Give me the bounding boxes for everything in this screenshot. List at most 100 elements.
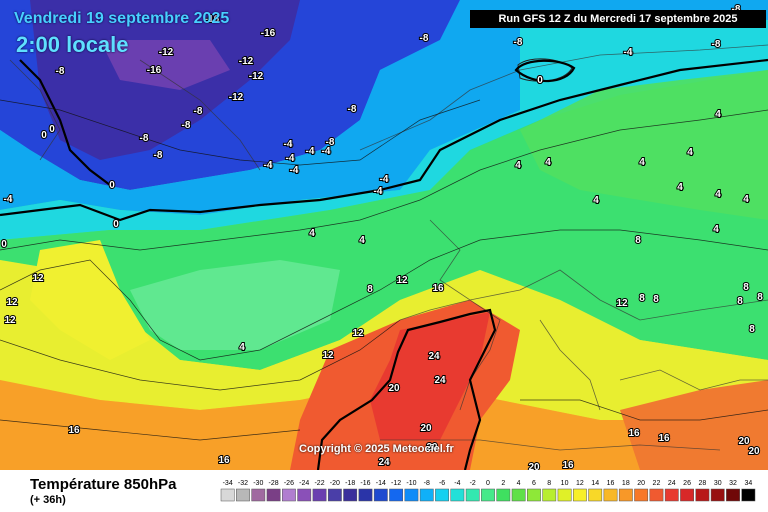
scale-color-swatch (511, 488, 526, 502)
scale-color-swatch (435, 488, 449, 502)
isotherms-thin (0, 99, 768, 441)
scale-color-swatch (572, 488, 587, 502)
isotherm-value-label: 4 (715, 189, 721, 200)
isotherm-value-label: -8 (56, 66, 65, 77)
isotherm-value-label: 8 (757, 292, 763, 303)
scale-tick-label: -2 (470, 480, 476, 487)
isotherm-value-label: 12 (396, 275, 408, 286)
scale-tick-label: 20 (637, 480, 645, 487)
isotherm-value-label: 24 (428, 351, 440, 362)
isotherm-value-label: 4 (639, 157, 645, 168)
scale-color-swatch (373, 488, 388, 502)
isotherm-value-label: -4 (624, 47, 633, 58)
scale-color-swatch (557, 488, 572, 502)
scale-color-swatch (236, 488, 250, 502)
scale-color-swatch (404, 488, 419, 502)
scale-color-swatch (465, 488, 480, 502)
isotherm-value-label: 8 (737, 296, 743, 307)
forecast-local-time: 2:00 locale (16, 32, 129, 57)
isotherms (0, 58, 768, 470)
isotherm-value-label: -4 (306, 146, 315, 157)
isotherm-value-label: 16 (432, 283, 444, 294)
scale-tick-label: 32 (729, 480, 737, 487)
isotherm-value-label: 20 (420, 423, 432, 434)
central-ocean-lightgreen (130, 260, 340, 350)
isotherm-value-label: 0 (113, 219, 119, 230)
isotherm-value-label: 4 (515, 160, 521, 171)
scale-tick-label: -16 (360, 480, 370, 487)
isotherm-value-label: -4 (322, 146, 331, 157)
isotherm-value-label: 16 (658, 433, 670, 444)
scale-color-swatch (680, 488, 694, 502)
scale-tick-label: 24 (668, 480, 676, 487)
isotherm-value-label: 16 (562, 460, 574, 470)
scale-tick-label: -4 (454, 480, 460, 487)
isotherm-value-label: 16 (68, 425, 80, 436)
isotherm-value-label: -16 (261, 28, 276, 39)
isotherm-value-label: -8 (514, 37, 523, 48)
isotherm-value-label: 20 (738, 436, 750, 447)
isotherm-20 (316, 308, 497, 470)
isotherm-value-label: 12 (322, 350, 334, 361)
scale-tick-label: -18 (345, 480, 355, 487)
scale-tick-label: -30 (253, 480, 263, 487)
scale-color-swatch (358, 488, 373, 502)
scale-color-swatch (588, 488, 603, 502)
isotherm-value-label: -12 (239, 56, 254, 67)
isotherm-value-label: -8 (182, 120, 191, 131)
scale-tick-label: -32 (238, 480, 248, 487)
isotherm-value-label: 4 (309, 228, 315, 239)
scale-tick-label: 12 (576, 480, 584, 487)
cold-region-purple (100, 40, 230, 90)
scale-tick-label: -8 (424, 480, 430, 487)
scale-color-swatch (710, 488, 725, 502)
isotherm-value-label: 24 (434, 375, 446, 386)
scale-tick-label: 8 (547, 480, 551, 487)
isotherm-value-label: -8 (326, 137, 335, 148)
scale-tick-label: -22 (314, 480, 324, 487)
scale-tick-label: -26 (284, 480, 294, 487)
scale-tick-label: -28 (269, 480, 279, 487)
scale-tick-label: -10 (406, 480, 416, 487)
forecast-date-title: Vendredi 19 septembre 2025 (14, 10, 230, 27)
isotherm-value-label: 12 (4, 315, 16, 326)
scale-color-swatch (389, 488, 404, 502)
scale-tick-label: 22 (653, 480, 661, 487)
scale-color-swatch (481, 488, 495, 502)
temperature-map: -16-16-8-8-8-8-4-12-12-12-16-12-8-8-8-8-… (0, 0, 768, 470)
scale-tick-label: 6 (532, 480, 536, 487)
isotherm-0 (0, 58, 768, 222)
temperature-color-scale: -34 -32 -30 -28 -26 -24 -22 -20 -18 -16 -14 -12 -10-… (220, 480, 756, 502)
model-run-label: Run GFS 12 Z du Mercredi 17 septembre 20… (470, 10, 766, 28)
isotherm-value-label: 8 (743, 282, 749, 293)
isotherm-value-label: -8 (140, 133, 149, 144)
scale-color-swatch (618, 488, 633, 502)
scale-color-swatch (343, 488, 358, 502)
isotherm-0-north (19, 59, 111, 186)
isotherm-value-label: 4 (593, 195, 599, 206)
scale-tick-label: -14 (376, 480, 386, 487)
scale-color-swatch (741, 488, 756, 502)
scale-tick-label: -34 (223, 480, 233, 487)
scale-tick-label: 0 (486, 480, 490, 487)
scale-color-swatch (726, 488, 740, 502)
scale-tick-label: -12 (391, 480, 401, 487)
north-ocean-cyan (0, 10, 768, 240)
scale-tick-label: 10 (561, 480, 569, 487)
isotherm-value-label: 4 (687, 147, 693, 158)
scale-color-swatch (419, 488, 434, 502)
isotherm-value-label: 4 (713, 224, 719, 235)
hot-core (370, 312, 490, 440)
scale-color-swatch (312, 488, 327, 502)
isotherm-0-iceland (514, 59, 576, 83)
isotherm-value-label: -12 (249, 71, 264, 82)
eastern-hot (620, 380, 768, 470)
isotherm-value-label: 0 (109, 180, 115, 191)
isotherm-value-label: 4 (545, 157, 551, 168)
scale-tick-label: 16 (607, 480, 615, 487)
isotherm-value-label: -8 (194, 106, 203, 117)
isotherm-value-label: -8 (348, 104, 357, 115)
scale-color-swatch (297, 488, 312, 502)
scale-color-swatch (266, 488, 281, 502)
